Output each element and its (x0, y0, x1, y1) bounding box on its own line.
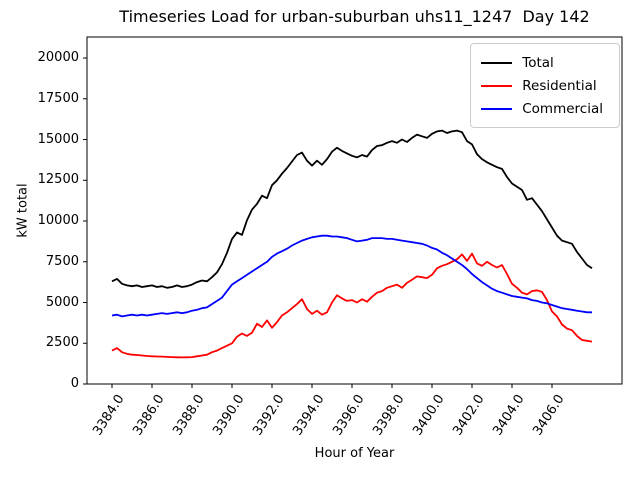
legend-line-total-icon (481, 61, 513, 64)
legend-line-commercial-icon (481, 107, 513, 110)
y-tick-label: 20000 (37, 50, 79, 66)
series-line-commercial (111, 234, 592, 318)
chart-title: Timeseries Load for urban-suburban uhs11… (119, 7, 590, 26)
legend-label-residential: Residential (522, 77, 597, 94)
legend-label-total: Total (522, 54, 554, 71)
y-tick-label: 7500 (45, 253, 79, 269)
legend-entry-commercial: Commercial (481, 97, 609, 120)
y-tick-label: 12500 (37, 172, 79, 188)
y-tick-label: 0 (70, 376, 79, 391)
legend-entry-residential: Residential (481, 74, 609, 97)
y-tick-label: 5000 (45, 294, 79, 310)
legend-label-commercial: Commercial (522, 100, 603, 117)
legend-entry-total: Total (481, 51, 609, 74)
legend: Total Residential Commercial (470, 43, 620, 128)
y-tick-label: 2500 (45, 335, 79, 351)
legend-line-residential-icon (481, 84, 513, 87)
axes-frame (86, 36, 623, 385)
y-tick-label: 15000 (37, 131, 79, 147)
y-tick-label: 17500 (37, 90, 79, 106)
x-axis-label: Hour of Year (314, 446, 395, 461)
series-line-total (111, 129, 593, 289)
y-tick-label: 10000 (37, 213, 79, 228)
series-line-residential (111, 252, 593, 359)
